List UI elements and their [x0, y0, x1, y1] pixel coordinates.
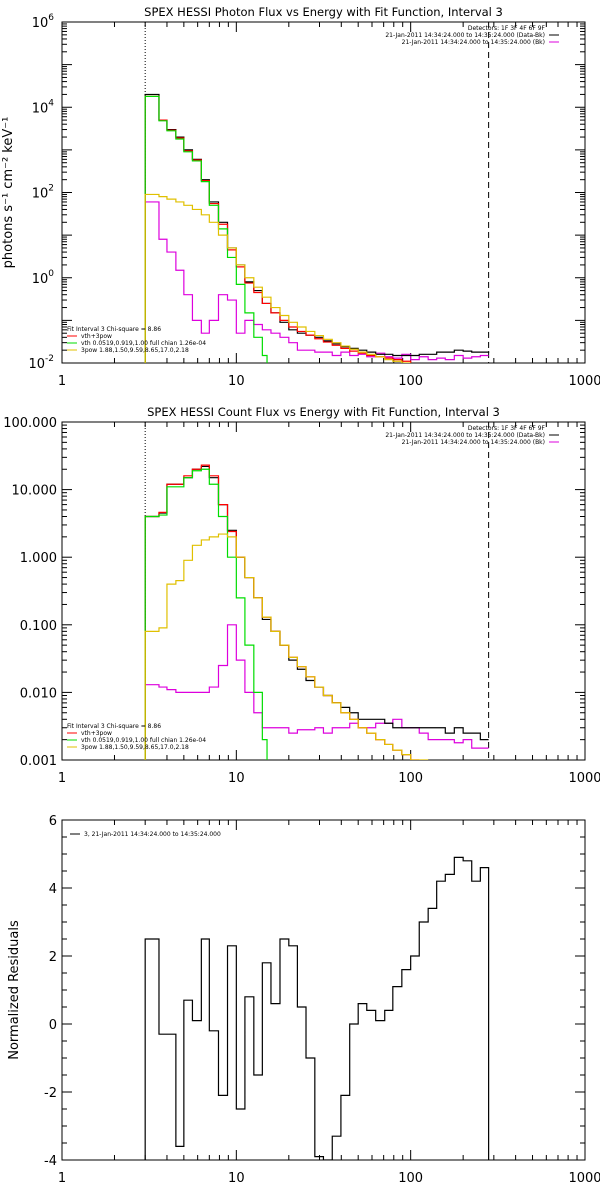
series-vth-3pow	[144, 464, 420, 760]
legend-data-bk: 21-Jan-2011 14:34:24.000 to 14:35:24.000…	[385, 432, 545, 439]
y-tick-label: 106	[32, 13, 55, 31]
x-tick-label: 1000	[568, 771, 600, 786]
y-tick-label: 6	[49, 814, 57, 829]
y-axis-label: photons s⁻¹ cm⁻² keV⁻¹	[1, 117, 16, 269]
chart-title: SPEX HESSI Photon Flux vs Energy with Fi…	[144, 5, 503, 19]
plot-frame	[61, 21, 586, 364]
legend-fit-entry: 3pow 1.88,1.50,9.59,8.65,17.0,2.18	[81, 744, 189, 751]
legend-fit-summary: Fit Interval 3 Chi-square = 8.86	[67, 326, 161, 333]
plot-area	[144, 22, 490, 363]
legend-bk: 21-Jan-2011 14:34:24.000 to 14:35:24.000…	[402, 39, 545, 46]
series-vth	[144, 95, 268, 363]
y-tick-label: 2	[49, 950, 57, 965]
legend-fit-entry: vth 0.0519,0.919,1.00 full chian 1.26e-0…	[81, 737, 206, 744]
plot-area	[144, 422, 490, 760]
legend-bk: 21-Jan-2011 14:34:24.000 to 14:35:24.000…	[402, 439, 545, 446]
y-tick-label: 100.000	[3, 416, 57, 431]
y-tick-label: 1.000	[20, 551, 57, 566]
y-axis-label: Normalized Residuals	[7, 920, 22, 1060]
legend-fit-entry: vth+3pow	[81, 730, 112, 737]
legend-detectors: Detectors: 1F 3F 4F 6F 9F	[468, 25, 546, 32]
chart-title: SPEX HESSI Count Flux vs Energy with Fit…	[147, 405, 500, 419]
y-tick-label: 0	[49, 1018, 57, 1033]
legend-data-bk: 21-Jan-2011 14:34:24.000 to 14:35:24.000…	[385, 32, 545, 39]
series-3pow	[144, 533, 429, 760]
legend-fit-entry: 3pow 1.88,1.50,9.59,8.65,17.0,2.18	[81, 347, 189, 354]
legend-fit-summary: Fit Interval 3 Chi-square = 8.86	[67, 723, 161, 730]
series-data-bk	[144, 465, 489, 760]
series-vth	[144, 468, 268, 760]
x-tick-label: 1	[58, 374, 66, 389]
y-tick-label: 10-2	[28, 354, 54, 372]
plot-frame	[61, 819, 586, 1161]
x-tick-label: 10	[228, 374, 245, 389]
plot-area	[144, 856, 490, 1160]
series-data-bk	[144, 93, 490, 363]
residuals-panel: 1 10 100 1000 -4 -2 0 2 4 6 Normalized Residuals 3,…	[7, 814, 600, 1186]
y-tick-label: 4	[49, 882, 57, 897]
y-tick-label: 0.010	[20, 686, 57, 701]
y-tick-label: 102	[32, 184, 54, 202]
x-tick-label: 1000	[568, 1171, 600, 1186]
legend-residuals: 3, 21-Jan-2011 14:34:24.000 to 14:35:24.…	[84, 831, 221, 838]
y-tick-label: 104	[32, 98, 55, 116]
photon-flux-panel: 1 10 100 1000 10-2 100 102 104 106 SPEX HESSI Pho…	[1, 5, 600, 389]
legend-detectors: Detectors: 1F 3F 4F 6F 9F	[468, 425, 546, 432]
y-tick-label: 0.100	[20, 619, 57, 634]
x-tick-label: 100	[398, 1171, 423, 1186]
legend-fit-entry: vth+3pow	[81, 333, 112, 340]
x-tick-label: 1	[58, 771, 66, 786]
y-tick-label: 10.000	[12, 484, 58, 499]
count-flux-panel: 1 10 100 1000 0.001 0.010 0.100 1.000 10.000 100.…	[3, 405, 600, 786]
plot-frame	[61, 421, 586, 761]
x-tick-label: 100	[398, 374, 423, 389]
x-tick-label: 1	[58, 1171, 66, 1186]
y-tick-label: -2	[44, 1086, 57, 1101]
y-tick-label: 100	[32, 269, 55, 287]
series-residuals	[144, 856, 490, 1160]
series-vth-3pow	[144, 95, 412, 363]
series-3pow	[144, 193, 411, 363]
x-tick-label: 10	[228, 771, 245, 786]
y-tick-label: 0.001	[20, 754, 57, 769]
x-tick-label: 1000	[568, 374, 600, 389]
legend-fit-entry: vth 0.0519,0.919,1.00 full chian 1.26e-0…	[81, 340, 206, 347]
x-tick-label: 10	[228, 1171, 245, 1186]
x-tick-label: 100	[398, 771, 423, 786]
y-tick-label: -4	[44, 1154, 57, 1169]
series-bk	[144, 624, 489, 760]
series-bk	[144, 201, 489, 363]
